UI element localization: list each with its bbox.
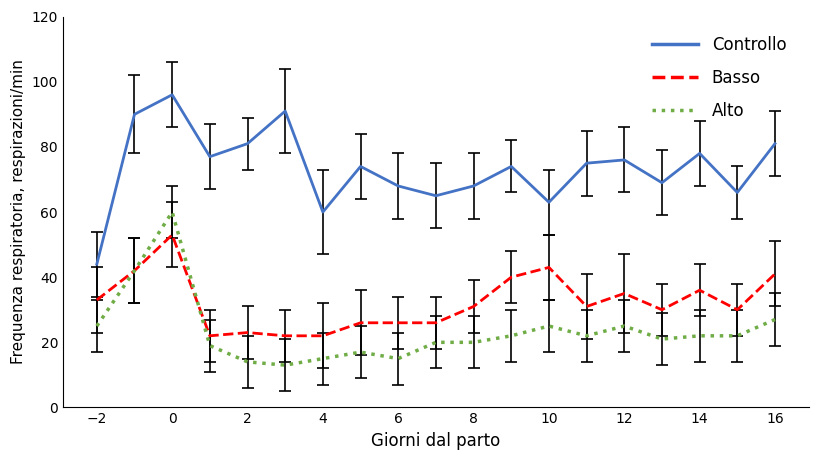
Legend: Controllo, Basso, Alto: Controllo, Basso, Alto <box>645 29 792 126</box>
X-axis label: Giorni dal parto: Giorni dal parto <box>371 432 500 450</box>
Y-axis label: Frequenza respiratoria, respirazioni/min: Frequenza respiratoria, respirazioni/min <box>11 59 26 365</box>
